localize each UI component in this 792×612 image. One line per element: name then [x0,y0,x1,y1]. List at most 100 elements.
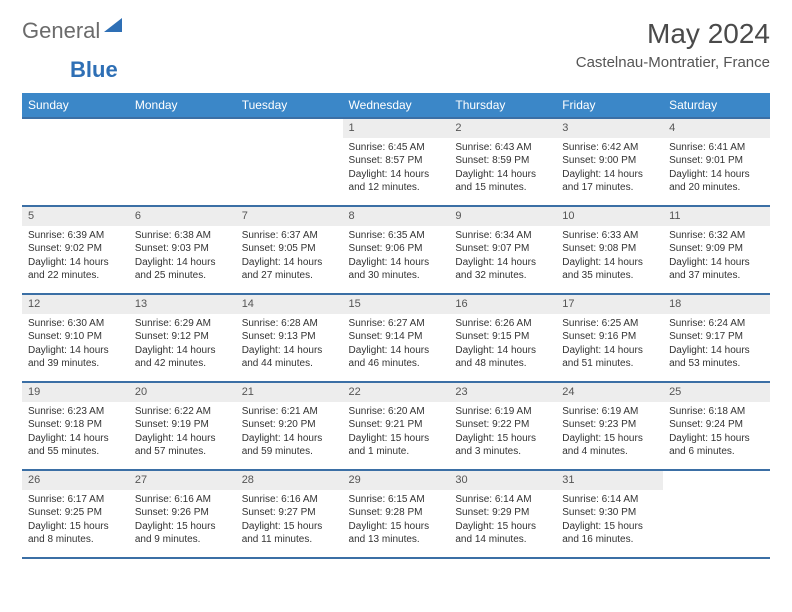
sunset-line: Sunset: 8:59 PM [455,155,529,166]
calendar-day-cell: 19Sunrise: 6:23 AMSunset: 9:18 PMDayligh… [22,382,129,470]
sunset-line: Sunset: 9:00 PM [562,155,636,166]
daylight-line: Daylight: 15 hours and 9 minutes. [135,521,216,546]
sunset-line: Sunset: 9:22 PM [455,419,529,430]
daylight-line: Daylight: 14 hours and 17 minutes. [562,169,643,194]
calendar-day-cell: 6Sunrise: 6:38 AMSunset: 9:03 PMDaylight… [129,206,236,294]
sunset-line: Sunset: 9:23 PM [562,419,636,430]
day-number: 19 [22,383,129,402]
day-number: 11 [663,207,770,226]
day-number: 27 [129,471,236,490]
calendar-day-cell: 15Sunrise: 6:27 AMSunset: 9:14 PMDayligh… [343,294,450,382]
daylight-line: Daylight: 14 hours and 30 minutes. [349,257,430,282]
daylight-line: Daylight: 14 hours and 27 minutes. [242,257,323,282]
calendar-day-cell: . [129,118,236,206]
sunset-line: Sunset: 9:10 PM [28,331,102,342]
calendar-day-cell: 18Sunrise: 6:24 AMSunset: 9:17 PMDayligh… [663,294,770,382]
sunset-line: Sunset: 9:14 PM [349,331,423,342]
day-number: 24 [556,383,663,402]
calendar-day-cell: . [22,118,129,206]
day-body: Sunrise: 6:14 AMSunset: 9:30 PMDaylight:… [556,490,663,551]
day-body: Sunrise: 6:28 AMSunset: 9:13 PMDaylight:… [236,314,343,375]
calendar-day-cell: 5Sunrise: 6:39 AMSunset: 9:02 PMDaylight… [22,206,129,294]
sunset-line: Sunset: 9:08 PM [562,243,636,254]
sunset-line: Sunset: 9:19 PM [135,419,209,430]
day-number: 7 [236,207,343,226]
day-number: 13 [129,295,236,314]
daylight-line: Daylight: 14 hours and 59 minutes. [242,433,323,458]
weekday-header: Sunday [22,93,129,118]
day-body: Sunrise: 6:34 AMSunset: 9:07 PMDaylight:… [449,226,556,287]
daylight-line: Daylight: 14 hours and 53 minutes. [669,345,750,370]
sunrise-line: Sunrise: 6:42 AM [562,142,638,153]
sunrise-line: Sunrise: 6:20 AM [349,406,425,417]
calendar-day-cell: 24Sunrise: 6:19 AMSunset: 9:23 PMDayligh… [556,382,663,470]
daylight-line: Daylight: 14 hours and 20 minutes. [669,169,750,194]
daylight-line: Daylight: 15 hours and 8 minutes. [28,521,109,546]
calendar-day-cell: 7Sunrise: 6:37 AMSunset: 9:05 PMDaylight… [236,206,343,294]
weekday-header: Wednesday [343,93,450,118]
sunset-line: Sunset: 9:21 PM [349,419,423,430]
logo-word2: Blue [70,57,118,82]
daylight-line: Daylight: 14 hours and 39 minutes. [28,345,109,370]
weekday-header: Tuesday [236,93,343,118]
day-number: 17 [556,295,663,314]
day-body: Sunrise: 6:26 AMSunset: 9:15 PMDaylight:… [449,314,556,375]
sunrise-line: Sunrise: 6:19 AM [455,406,531,417]
day-body: Sunrise: 6:35 AMSunset: 9:06 PMDaylight:… [343,226,450,287]
sunset-line: Sunset: 9:18 PM [28,419,102,430]
calendar-day-cell: 9Sunrise: 6:34 AMSunset: 9:07 PMDaylight… [449,206,556,294]
day-number: 16 [449,295,556,314]
calendar-day-cell: 10Sunrise: 6:33 AMSunset: 9:08 PMDayligh… [556,206,663,294]
sunrise-line: Sunrise: 6:21 AM [242,406,318,417]
daylight-line: Daylight: 15 hours and 1 minute. [349,433,430,458]
day-body: Sunrise: 6:19 AMSunset: 9:23 PMDaylight:… [556,402,663,463]
daylight-line: Daylight: 14 hours and 25 minutes. [135,257,216,282]
sunrise-line: Sunrise: 6:25 AM [562,318,638,329]
daylight-line: Daylight: 14 hours and 51 minutes. [562,345,643,370]
calendar-day-cell: 21Sunrise: 6:21 AMSunset: 9:20 PMDayligh… [236,382,343,470]
calendar-day-cell: 26Sunrise: 6:17 AMSunset: 9:25 PMDayligh… [22,470,129,558]
daylight-line: Daylight: 15 hours and 13 minutes. [349,521,430,546]
day-body: Sunrise: 6:41 AMSunset: 9:01 PMDaylight:… [663,138,770,199]
day-body: Sunrise: 6:17 AMSunset: 9:25 PMDaylight:… [22,490,129,551]
day-number: 23 [449,383,556,402]
daylight-line: Daylight: 15 hours and 6 minutes. [669,433,750,458]
daylight-line: Daylight: 14 hours and 55 minutes. [28,433,109,458]
sunrise-line: Sunrise: 6:35 AM [349,230,425,241]
sunset-line: Sunset: 9:12 PM [135,331,209,342]
sunrise-line: Sunrise: 6:19 AM [562,406,638,417]
sunset-line: Sunset: 9:03 PM [135,243,209,254]
day-body: Sunrise: 6:24 AMSunset: 9:17 PMDaylight:… [663,314,770,375]
daylight-line: Daylight: 14 hours and 22 minutes. [28,257,109,282]
calendar-day-cell: 27Sunrise: 6:16 AMSunset: 9:26 PMDayligh… [129,470,236,558]
calendar-week-row: 19Sunrise: 6:23 AMSunset: 9:18 PMDayligh… [22,382,770,470]
day-number: 21 [236,383,343,402]
day-body: Sunrise: 6:16 AMSunset: 9:26 PMDaylight:… [129,490,236,551]
day-body: Sunrise: 6:29 AMSunset: 9:12 PMDaylight:… [129,314,236,375]
day-number: 2 [449,119,556,138]
daylight-line: Daylight: 15 hours and 14 minutes. [455,521,536,546]
day-body: Sunrise: 6:38 AMSunset: 9:03 PMDaylight:… [129,226,236,287]
sunrise-line: Sunrise: 6:17 AM [28,494,104,505]
calendar-day-cell: 14Sunrise: 6:28 AMSunset: 9:13 PMDayligh… [236,294,343,382]
day-body: Sunrise: 6:16 AMSunset: 9:27 PMDaylight:… [236,490,343,551]
sunrise-line: Sunrise: 6:14 AM [455,494,531,505]
sunset-line: Sunset: 9:29 PM [455,507,529,518]
calendar-day-cell: 17Sunrise: 6:25 AMSunset: 9:16 PMDayligh… [556,294,663,382]
day-body: Sunrise: 6:14 AM Sunset: 9:29 PM Daylight:… [449,490,556,551]
day-number: 5 [22,207,129,226]
sunset-line: Sunset: 9:02 PM [28,243,102,254]
sunrise-line: Sunrise: 6:37 AM [242,230,318,241]
calendar-day-cell: 2Sunrise: 6:43 AMSunset: 8:59 PMDaylight… [449,118,556,206]
day-number: 20 [129,383,236,402]
day-body: Sunrise: 6:15 AMSunset: 9:28 PMDaylight:… [343,490,450,551]
day-number: 26 [22,471,129,490]
weekday-header: Thursday [449,93,556,118]
day-body: Sunrise: 6:37 AMSunset: 9:05 PMDaylight:… [236,226,343,287]
month-title: May 2024 [576,18,770,50]
daylight-line: Daylight: 14 hours and 32 minutes. [455,257,536,282]
sunset-line: Sunset: 9:15 PM [455,331,529,342]
calendar-day-cell: 12Sunrise: 6:30 AMSunset: 9:10 PMDayligh… [22,294,129,382]
sunrise-line: Sunrise: 6:43 AM [455,142,531,153]
sunset-line: Sunset: 9:28 PM [349,507,423,518]
